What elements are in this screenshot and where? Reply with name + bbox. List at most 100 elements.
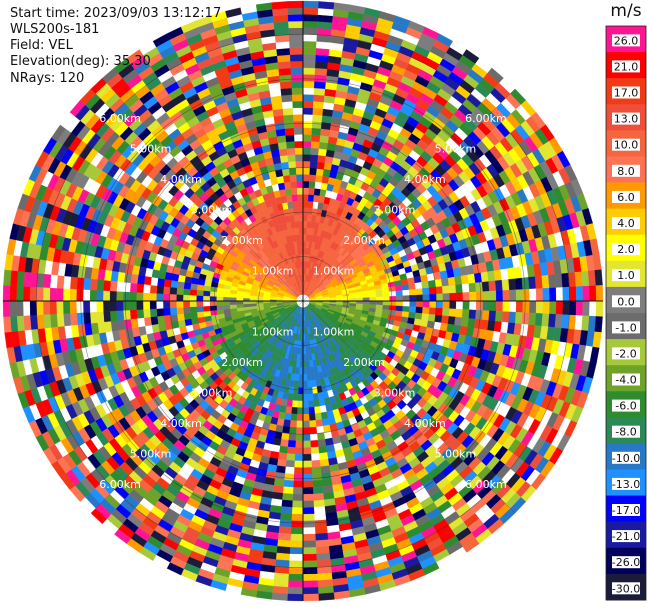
velocity-gate xyxy=(414,282,423,290)
velocity-gate xyxy=(320,465,331,474)
velocity-gate xyxy=(156,277,165,287)
velocity-gate xyxy=(317,579,334,588)
velocity-gate xyxy=(3,269,12,286)
velocity-gate xyxy=(542,287,550,302)
velocity-gate xyxy=(293,387,299,395)
velocity-gate xyxy=(287,587,304,595)
velocity-gate xyxy=(280,506,293,515)
velocity-gate xyxy=(83,277,91,290)
velocity-gate xyxy=(296,414,304,422)
velocity-gate xyxy=(196,289,204,296)
velocity-gate xyxy=(49,287,57,302)
velocity-gate xyxy=(222,296,230,302)
velocity-gate xyxy=(421,281,430,289)
velocity-gate xyxy=(469,300,477,311)
velocity-gate xyxy=(129,291,137,302)
velocity-gate xyxy=(575,286,584,302)
velocity-gate xyxy=(369,293,377,298)
velocity-gate xyxy=(319,458,330,467)
velocity-gate xyxy=(236,297,244,302)
velocity-gate xyxy=(123,282,131,293)
velocity-gate xyxy=(29,286,37,302)
velocity-gate xyxy=(2,300,11,317)
velocity-gate xyxy=(313,87,326,96)
velocity-gate xyxy=(183,306,191,314)
velocity-gate xyxy=(475,309,483,320)
velocity-gate xyxy=(9,285,17,302)
velocity-gate xyxy=(109,280,118,292)
velocity-gate xyxy=(116,310,125,321)
velocity-gate xyxy=(314,412,322,421)
velocity-gate xyxy=(474,272,483,284)
velocity-gate xyxy=(302,54,317,62)
velocity-gate xyxy=(312,479,323,488)
velocity-gate xyxy=(82,300,91,313)
velocity-gate xyxy=(302,20,318,29)
velocity-gate xyxy=(310,453,320,461)
velocity-gate xyxy=(290,527,304,535)
velocity-gate xyxy=(321,478,333,487)
velocity-gate xyxy=(149,308,158,318)
velocity-gate xyxy=(468,309,477,320)
velocity-gate xyxy=(169,307,178,316)
velocity-gate xyxy=(448,308,457,318)
velocity-gate xyxy=(382,291,390,297)
velocity-gate xyxy=(292,500,304,508)
velocity-gate xyxy=(302,547,317,555)
velocity-gate xyxy=(318,141,329,150)
velocity-gate xyxy=(317,14,334,23)
velocity-gate xyxy=(302,420,310,428)
velocity-gate xyxy=(16,285,24,302)
velocity-gate xyxy=(522,300,530,314)
velocity-gate xyxy=(542,300,550,315)
velocity-gate xyxy=(581,270,590,287)
velocity-gate xyxy=(176,287,184,295)
velocity-gate xyxy=(23,271,32,287)
velocity-gate xyxy=(318,445,328,454)
velocity-gate xyxy=(302,387,309,395)
velocity-gate xyxy=(62,300,71,314)
velocity-gate xyxy=(302,47,317,55)
velocity-gate xyxy=(236,300,244,305)
velocity-gate xyxy=(309,174,317,182)
velocity-gate xyxy=(76,300,84,314)
velocity-gate xyxy=(307,207,313,215)
velocity-gate xyxy=(302,593,319,602)
velocity-gate xyxy=(189,300,197,308)
velocity-gate xyxy=(308,194,315,202)
velocity-gate xyxy=(302,234,307,242)
velocity-gate xyxy=(522,288,530,302)
velocity-gate xyxy=(274,559,290,568)
velocity-gate xyxy=(318,592,335,601)
velocity-gate xyxy=(277,539,291,548)
velocity-gate xyxy=(555,287,564,302)
velocity-gate xyxy=(137,274,146,285)
velocity-gate xyxy=(309,161,318,169)
velocity-gate xyxy=(421,313,430,321)
velocity-gate xyxy=(310,147,320,156)
velocity-gate xyxy=(209,295,217,302)
velocity-gate xyxy=(534,275,543,289)
velocity-gate xyxy=(302,580,319,588)
velocity-gate xyxy=(22,286,31,302)
velocity-gate xyxy=(420,274,429,283)
velocity-gate xyxy=(302,440,311,448)
velocity-gate xyxy=(317,439,327,448)
velocity-gate xyxy=(316,41,331,50)
velocity-gate xyxy=(43,314,52,329)
velocity-gate xyxy=(302,380,308,388)
velocity-gate xyxy=(156,285,164,294)
velocity-gate xyxy=(143,316,152,327)
velocity-gate xyxy=(581,315,590,332)
velocity-gate xyxy=(176,281,185,289)
velocity-gate xyxy=(461,283,470,293)
velocity-gate xyxy=(302,513,315,522)
velocity-gate xyxy=(321,115,333,124)
velocity-gate xyxy=(362,293,370,299)
velocity-gate xyxy=(293,467,304,475)
velocity-gate xyxy=(149,292,157,302)
velocity-gate xyxy=(282,486,294,495)
velocity-gate xyxy=(462,292,470,302)
velocity-gate xyxy=(535,300,544,314)
velocity-gate xyxy=(502,300,510,312)
